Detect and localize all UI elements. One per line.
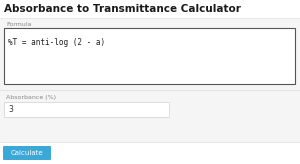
FancyBboxPatch shape bbox=[3, 146, 51, 160]
Text: Absorbance to Transmittance Calculator: Absorbance to Transmittance Calculator bbox=[4, 4, 241, 14]
Text: Calculate: Calculate bbox=[11, 150, 43, 156]
Text: %T = anti-log (2 - a): %T = anti-log (2 - a) bbox=[8, 38, 105, 47]
Text: 3: 3 bbox=[8, 104, 13, 113]
Bar bbox=[0, 90, 300, 142]
Bar bbox=[4, 102, 169, 117]
Bar bbox=[0, 142, 300, 164]
Text: Absorbance (%): Absorbance (%) bbox=[6, 94, 56, 100]
Text: Formula: Formula bbox=[6, 21, 31, 27]
Bar bbox=[0, 0, 300, 18]
Bar bbox=[0, 18, 300, 90]
Bar bbox=[4, 28, 295, 84]
